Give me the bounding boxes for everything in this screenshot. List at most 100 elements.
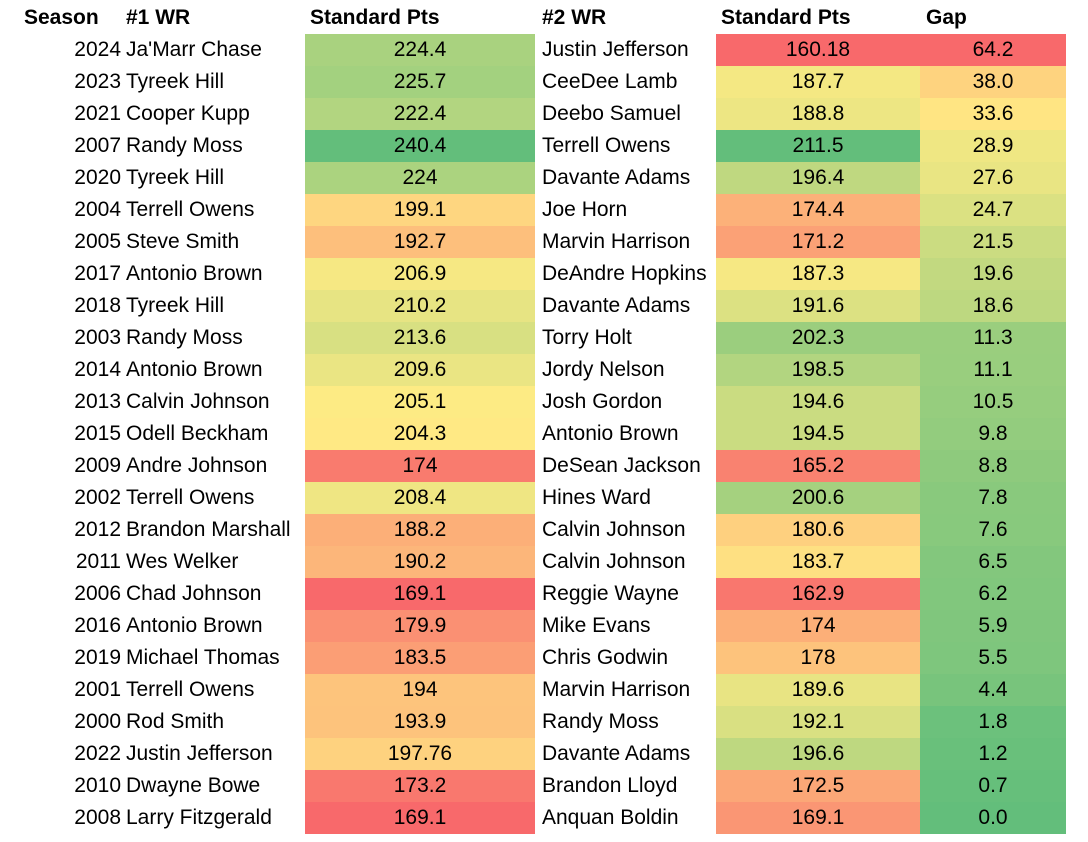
table-row: 2013 Calvin Johnson 205.1 Josh Gordon 194.6 1… [0, 386, 1088, 418]
cell-pts1: 222.4 [305, 98, 535, 130]
cell-season: 2015 [74, 422, 121, 445]
table-row: 2019 Michael Thomas 183.5 Chris Godwin 178 5.… [0, 642, 1088, 674]
cell-wr1: Ja'Marr Chase [126, 38, 262, 61]
cell-wr2: Calvin Johnson [542, 550, 686, 573]
cell-wr2: Mike Evans [542, 614, 651, 637]
cell-season: 2019 [74, 646, 121, 669]
header-pts1: Standard Pts [310, 6, 440, 29]
cell-pts1: 209.6 [305, 354, 535, 386]
cell-wr2: Davante Adams [542, 742, 691, 765]
cell-season: 2017 [74, 262, 121, 285]
cell-wr1: Antonio Brown [126, 358, 263, 381]
cell-wr2: Calvin Johnson [542, 518, 686, 541]
cell-pts1: 169.1 [305, 578, 535, 610]
cell-gap: 1.2 [920, 738, 1066, 770]
cell-wr1: Steve Smith [126, 230, 240, 253]
cell-pts2: 198.5 [716, 354, 920, 386]
cell-gap: 11.3 [920, 322, 1066, 354]
cell-pts1: 174 [305, 450, 535, 482]
cell-gap: 21.5 [920, 226, 1066, 258]
cell-gap: 1.8 [920, 706, 1066, 738]
cell-season: 2004 [74, 198, 121, 221]
table-row: 2005 Steve Smith 192.7 Marvin Harrison 171.2… [0, 226, 1088, 258]
cell-pts2: 189.6 [716, 674, 920, 706]
table-row: 2009 Andre Johnson 174 DeSean Jackson 165.2 8… [0, 450, 1088, 482]
cell-wr2: Davante Adams [542, 294, 691, 317]
table-row: 2024 Ja'Marr Chase 224.4 Justin Jefferson 16… [0, 34, 1088, 66]
cell-pts2: 160.18 [716, 34, 920, 66]
cell-season: 2001 [74, 678, 121, 701]
cell-gap: 33.6 [920, 98, 1066, 130]
cell-pts2: 178 [716, 642, 920, 674]
cell-season: 2012 [74, 518, 121, 541]
table-row: 2003 Randy Moss 213.6 Torry Holt 202.3 11.3 [0, 322, 1088, 354]
header-pts2: Standard Pts [721, 6, 851, 29]
cell-wr1: Cooper Kupp [126, 102, 250, 125]
table-row: 2000 Rod Smith 193.9 Randy Moss 192.1 1.8 [0, 706, 1088, 738]
cell-pts1: 208.4 [305, 482, 535, 514]
cell-pts1: 225.7 [305, 66, 535, 98]
header-wr2: #2 WR [542, 6, 607, 29]
cell-wr2: Marvin Harrison [542, 678, 691, 701]
header-season: Season [24, 6, 99, 29]
cell-season: 2007 [74, 134, 121, 157]
table-row: 2010 Dwayne Bowe 173.2 Brandon Lloyd 172.5 0.… [0, 770, 1088, 802]
cell-gap: 18.6 [920, 290, 1066, 322]
cell-wr2: Torry Holt [542, 326, 632, 349]
cell-wr1: Terrell Owens [126, 486, 255, 509]
table-row: 2023 Tyreek Hill 225.7 CeeDee Lamb 187.7 38.0 [0, 66, 1088, 98]
table-row: 2022 Justin Jefferson 197.76 Davante Adams 1… [0, 738, 1088, 770]
cell-gap: 64.2 [920, 34, 1066, 66]
cell-pts1: 197.76 [305, 738, 535, 770]
header-gap: Gap [926, 6, 967, 29]
cell-gap: 28.9 [920, 130, 1066, 162]
table-row: 2015 Odell Beckham 204.3 Antonio Brown 194.5… [0, 418, 1088, 450]
cell-season: 2006 [74, 582, 121, 605]
table-row: 2001 Terrell Owens 194 Marvin Harrison 189.6… [0, 674, 1088, 706]
cell-wr1: Rod Smith [126, 710, 225, 733]
cell-season: 2023 [74, 70, 121, 93]
cell-wr2: Brandon Lloyd [542, 774, 678, 797]
cell-wr1: Terrell Owens [126, 678, 255, 701]
cell-wr1: Wes Welker [126, 550, 239, 573]
table-row: 2006 Chad Johnson 169.1 Reggie Wayne 162.9 6.… [0, 578, 1088, 610]
cell-gap: 10.5 [920, 386, 1066, 418]
cell-season: 2018 [74, 294, 121, 317]
cell-season: 2021 [74, 102, 121, 125]
cell-season: 2016 [74, 614, 121, 637]
cell-wr1: Calvin Johnson [126, 390, 270, 413]
cell-pts2: 172.5 [716, 770, 920, 802]
cell-season: 2011 [75, 550, 121, 573]
cell-wr2: Joe Horn [542, 198, 628, 221]
cell-wr1: Antonio Brown [126, 614, 263, 637]
cell-wr1: Tyreek Hill [126, 166, 225, 189]
cell-wr2: Randy Moss [542, 710, 659, 733]
cell-gap: 4.4 [920, 674, 1066, 706]
cell-gap: 24.7 [920, 194, 1066, 226]
cell-pts2: 194.6 [716, 386, 920, 418]
cell-gap: 6.5 [920, 546, 1066, 578]
cell-pts1: 206.9 [305, 258, 535, 290]
cell-wr1: Antonio Brown [126, 262, 263, 285]
cell-wr2: Marvin Harrison [542, 230, 691, 253]
cell-wr2: Terrell Owens [542, 134, 671, 157]
cell-pts2: 165.2 [716, 450, 920, 482]
cell-wr2: CeeDee Lamb [542, 70, 678, 93]
cell-pts2: 174.4 [716, 194, 920, 226]
cell-pts1: 169.1 [305, 802, 535, 834]
table-row: 2011 Wes Welker 190.2 Calvin Johnson 183.7 6.… [0, 546, 1088, 578]
cell-season: 2013 [74, 390, 121, 413]
cell-gap: 7.8 [920, 482, 1066, 514]
cell-gap: 11.1 [920, 354, 1066, 386]
cell-pts1: 224 [305, 162, 535, 194]
cell-season: 2009 [74, 454, 121, 477]
cell-wr2: Anquan Boldin [542, 806, 679, 829]
cell-season: 2005 [74, 230, 121, 253]
table-row: 2020 Tyreek Hill 224 Davante Adams 196.4 27.6 [0, 162, 1088, 194]
cell-season: 2022 [74, 742, 121, 765]
table-row: 2002 Terrell Owens 208.4 Hines Ward 200.6 7.8 [0, 482, 1088, 514]
cell-pts2: 180.6 [716, 514, 920, 546]
cell-wr1: Randy Moss [126, 134, 243, 157]
cell-season: 2024 [74, 38, 121, 61]
